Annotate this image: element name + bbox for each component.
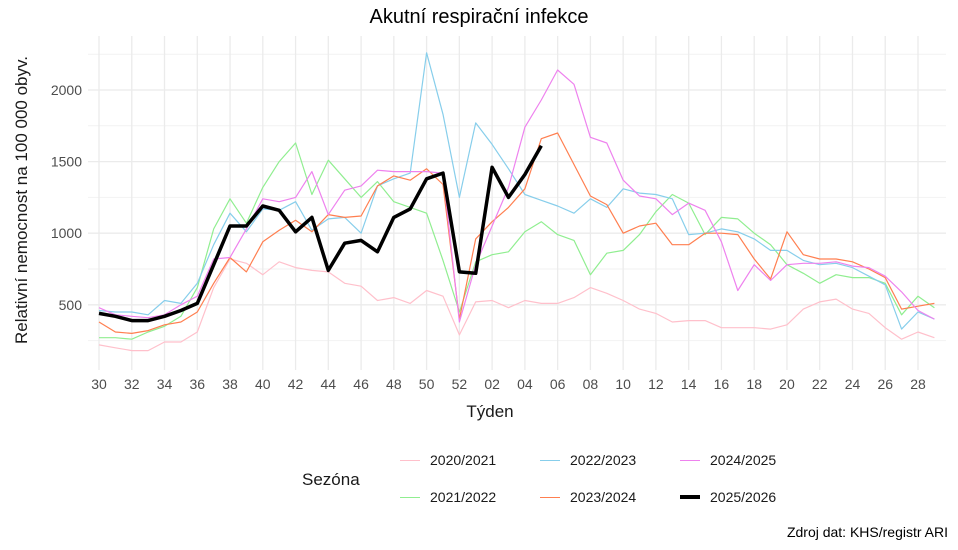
legend-label: 2024/2025 — [710, 452, 777, 468]
x-tick-label: 40 — [255, 376, 271, 392]
x-tick-label: 28 — [910, 376, 926, 392]
x-tick-label: 10 — [615, 376, 631, 392]
legend-swatch-icon — [680, 495, 700, 499]
legend-swatch-icon — [680, 459, 700, 461]
x-tick-label: 26 — [877, 376, 893, 392]
y-tick-label: 2000 — [51, 82, 82, 98]
x-tick-label: 50 — [419, 376, 435, 392]
x-tick-label: 06 — [550, 376, 566, 392]
legend-item-2024-2025: 2024/2025 — [680, 452, 776, 468]
x-tick-label: 02 — [484, 376, 500, 392]
x-tick-label: 08 — [583, 376, 599, 392]
legend-label: 2021/2022 — [430, 489, 497, 505]
x-tick-label: 18 — [746, 376, 762, 392]
y-axis-label: Relativní nemocnost na 100 000 obyv. — [12, 56, 31, 344]
x-tick-label: 04 — [517, 376, 533, 392]
x-tick-label: 34 — [157, 376, 173, 392]
x-tick-label: 20 — [779, 376, 795, 392]
series-line-2021-2022 — [99, 142, 935, 340]
legend-label: 2022/2023 — [570, 452, 637, 468]
y-tick-label: 500 — [59, 297, 83, 313]
x-tick-label: 48 — [386, 376, 402, 392]
x-tick-label: 38 — [222, 376, 238, 392]
series-line-2022-2023 — [98, 52, 935, 330]
legend-item-2021-2022: 2021/2022 — [400, 489, 496, 505]
chart-title: Akutní respirační infekce — [369, 6, 589, 28]
legend-item-2022-2023: 2022/2023 — [540, 452, 636, 468]
x-tick-label: 16 — [714, 376, 730, 392]
x-tick-label: 44 — [321, 376, 337, 392]
y-tick-label: 1000 — [51, 225, 82, 241]
series-line-2025-2026 — [98, 144, 543, 323]
legend-swatch-icon — [540, 459, 560, 461]
series-line-2024-2025 — [98, 69, 935, 323]
legend-label: 2025/2026 — [710, 489, 777, 505]
legend-swatch-icon — [400, 459, 420, 461]
legend-swatch-icon — [540, 496, 560, 498]
x-tick-label: 30 — [91, 376, 107, 392]
series-line-2020-2021 — [98, 258, 935, 352]
legend-label: 2023/2024 — [570, 489, 637, 505]
x-tick-label: 42 — [288, 376, 304, 392]
y-tick-label: 1500 — [51, 154, 82, 170]
legend-label: 2020/2021 — [430, 452, 497, 468]
x-tick-label: 46 — [353, 376, 369, 392]
x-tick-label: 32 — [124, 376, 140, 392]
legend-title: Sezóna — [302, 470, 360, 489]
x-tick-label: 12 — [648, 376, 664, 392]
x-axis-label: Týden — [466, 402, 514, 421]
legend-swatch-icon — [400, 496, 420, 498]
x-tick-label: 52 — [452, 376, 468, 392]
legend-item-2020-2021: 2020/2021 — [400, 452, 496, 468]
x-tick-label: 36 — [189, 376, 205, 392]
source-note: Zdroj dat: KHS/registr ARI — [786, 524, 948, 540]
x-tick-label: 14 — [681, 376, 697, 392]
legend-item-2025-2026: 2025/2026 — [680, 489, 776, 505]
legend-item-2023-2024: 2023/2024 — [540, 489, 636, 505]
x-tick-label: 22 — [812, 376, 828, 392]
series-line-2023-2024 — [98, 132, 935, 334]
x-tick-label: 24 — [845, 376, 861, 392]
